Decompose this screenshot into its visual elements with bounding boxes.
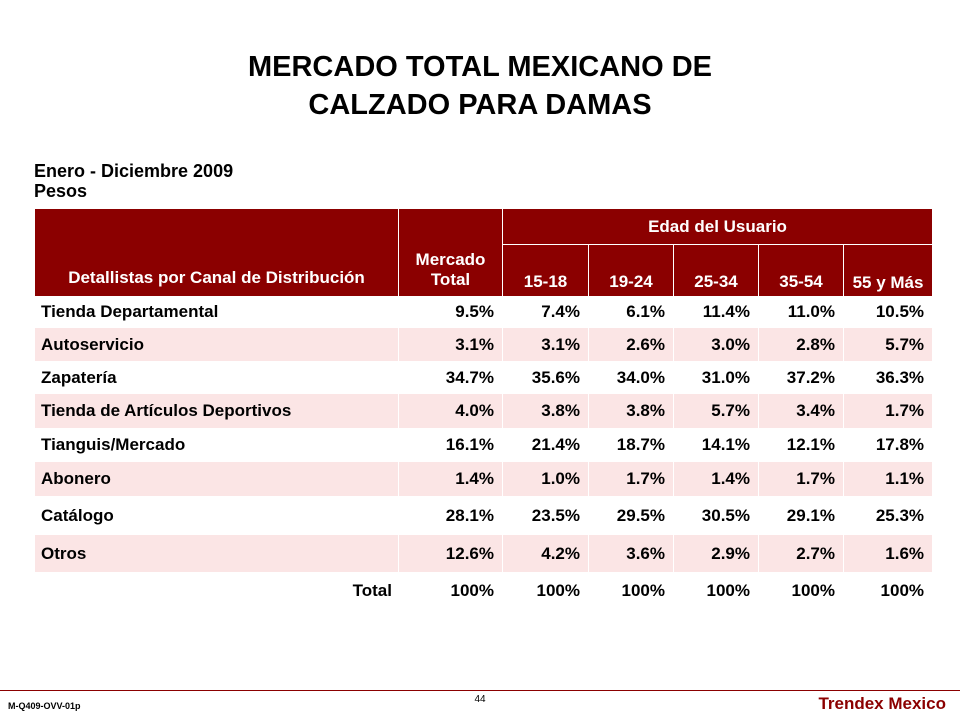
age-15-18-value: 23.5% bbox=[502, 496, 589, 535]
table-row: Autoservicio 3.1% 3.1% 2.6% 3.0% 2.8% 5.… bbox=[34, 327, 934, 362]
age-15-18-value: 4.2% bbox=[502, 534, 589, 573]
age-19-24-value: 3.6% bbox=[588, 534, 674, 573]
age-55-plus-value: 1.6% bbox=[842, 534, 934, 573]
market-total-value: 100% bbox=[398, 572, 503, 609]
row-label: Autoservicio bbox=[34, 327, 399, 362]
total-row: Total 100% 100% 100% 100% 100% 100% bbox=[34, 572, 934, 609]
age-header-55-plus: 55 y Más bbox=[842, 244, 934, 297]
table-row: Abonero 1.4% 1.0% 1.7% 1.4% 1.7% 1.1% bbox=[34, 461, 934, 497]
market-total-value: 28.1% bbox=[398, 496, 503, 535]
age-19-24-value: 3.8% bbox=[588, 393, 674, 429]
age-header-19-24: 19-24 bbox=[588, 244, 674, 297]
age-55-plus-value: 100% bbox=[842, 572, 934, 609]
market-total-value: 16.1% bbox=[398, 428, 503, 462]
row-label: Tienda Departamental bbox=[34, 296, 399, 328]
age-header-15-18: 15-18 bbox=[502, 244, 589, 297]
age-55-plus-value: 25.3% bbox=[842, 496, 934, 535]
age-35-54-value: 1.7% bbox=[758, 461, 844, 497]
age-15-18-value: 21.4% bbox=[502, 428, 589, 462]
table-row: Otros 12.6% 4.2% 3.6% 2.9% 2.7% 1.6% bbox=[34, 534, 934, 573]
table-row: Zapatería 34.7% 35.6% 34.0% 31.0% 37.2% … bbox=[34, 361, 934, 394]
market-total-value: 12.6% bbox=[398, 534, 503, 573]
age-19-24-value: 1.7% bbox=[588, 461, 674, 497]
period-subtitle: Enero - Diciembre 2009 Pesos bbox=[34, 161, 233, 201]
age-group-header: Edad del Usuario bbox=[501, 208, 934, 245]
age-19-24-value: 34.0% bbox=[588, 361, 674, 394]
age-19-24-value: 100% bbox=[588, 572, 674, 609]
age-header-35-54: 35-54 bbox=[758, 244, 844, 297]
market-total-value: 9.5% bbox=[398, 296, 503, 328]
age-35-54-value: 3.4% bbox=[758, 393, 844, 429]
table-row: Tienda Departamental 9.5% 7.4% 6.1% 11.4… bbox=[34, 296, 934, 328]
age-25-34-value: 14.1% bbox=[673, 428, 759, 462]
channel-header: Detallistas por Canal de Distribución bbox=[34, 208, 399, 297]
page-title: MERCADO TOTAL MEXICANO DE CALZADO PARA D… bbox=[0, 48, 960, 124]
age-55-plus-value: 5.7% bbox=[842, 327, 934, 362]
row-label: Abonero bbox=[34, 461, 399, 497]
age-15-18-value: 7.4% bbox=[502, 296, 589, 328]
age-55-plus-value: 17.8% bbox=[842, 428, 934, 462]
brand-name: Trendex Mexico bbox=[818, 694, 946, 713]
row-label: Zapatería bbox=[34, 361, 399, 394]
age-35-54-value: 2.8% bbox=[758, 327, 844, 362]
age-35-54-value: 11.0% bbox=[758, 296, 844, 328]
age-15-18-value: 100% bbox=[502, 572, 589, 609]
age-25-34-value: 2.9% bbox=[673, 534, 759, 573]
age-55-plus-value: 1.1% bbox=[842, 461, 934, 497]
age-25-34-value: 30.5% bbox=[673, 496, 759, 535]
age-15-18-value: 3.8% bbox=[502, 393, 589, 429]
row-label: Tienda de Artículos Deportivos bbox=[34, 393, 399, 429]
age-15-18-value: 35.6% bbox=[502, 361, 589, 394]
age-25-34-value: 3.0% bbox=[673, 327, 759, 362]
age-19-24-value: 2.6% bbox=[588, 327, 674, 362]
footer-divider bbox=[0, 690, 960, 691]
age-15-18-value: 1.0% bbox=[502, 461, 589, 497]
currency-label: Pesos bbox=[34, 181, 88, 201]
age-19-24-value: 29.5% bbox=[588, 496, 674, 535]
age-35-54-value: 29.1% bbox=[758, 496, 844, 535]
age-25-34-value: 11.4% bbox=[673, 296, 759, 328]
age-55-plus-value: 10.5% bbox=[842, 296, 934, 328]
table-row: Tianguis/Mercado 16.1% 21.4% 18.7% 14.1%… bbox=[34, 428, 934, 462]
title-line-2: CALZADO PARA DAMAS bbox=[308, 89, 652, 121]
age-35-54-value: 12.1% bbox=[758, 428, 844, 462]
age-19-24-value: 18.7% bbox=[588, 428, 674, 462]
age-25-34-value: 5.7% bbox=[673, 393, 759, 429]
page-number: 44 bbox=[474, 694, 486, 705]
document-code: M-Q409-OVV-01p bbox=[8, 701, 81, 711]
market-share-table: Detallistas por Canal de Distribución Me… bbox=[34, 208, 934, 609]
market-total-value: 3.1% bbox=[398, 327, 503, 362]
age-55-plus-value: 1.7% bbox=[842, 393, 934, 429]
title-line-1: MERCADO TOTAL MEXICANO DE bbox=[247, 51, 712, 83]
row-label: Catálogo bbox=[34, 496, 399, 535]
table-row: Tienda de Artículos Deportivos 4.0% 3.8%… bbox=[34, 393, 934, 429]
age-15-18-value: 3.1% bbox=[502, 327, 589, 362]
age-25-34-value: 100% bbox=[673, 572, 759, 609]
market-total-value: 4.0% bbox=[398, 393, 503, 429]
row-label: Otros bbox=[34, 534, 399, 573]
table-row: Catálogo 28.1% 23.5% 29.5% 30.5% 29.1% 2… bbox=[34, 496, 934, 535]
age-55-plus-value: 36.3% bbox=[842, 361, 934, 394]
market-total-value: 1.4% bbox=[398, 461, 503, 497]
age-25-34-value: 1.4% bbox=[673, 461, 759, 497]
row-label: Total bbox=[34, 572, 399, 609]
market-total-value: 34.7% bbox=[398, 361, 503, 394]
age-header-25-34: 25-34 bbox=[673, 244, 759, 297]
age-19-24-value: 6.1% bbox=[588, 296, 674, 328]
market-total-header: Mercado Total bbox=[398, 208, 503, 297]
age-35-54-value: 2.7% bbox=[758, 534, 844, 573]
row-label: Tianguis/Mercado bbox=[34, 428, 399, 462]
age-25-34-value: 31.0% bbox=[673, 361, 759, 394]
period-label: Enero - Diciembre 2009 bbox=[34, 161, 234, 181]
age-35-54-value: 100% bbox=[758, 572, 844, 609]
age-35-54-value: 37.2% bbox=[758, 361, 844, 394]
